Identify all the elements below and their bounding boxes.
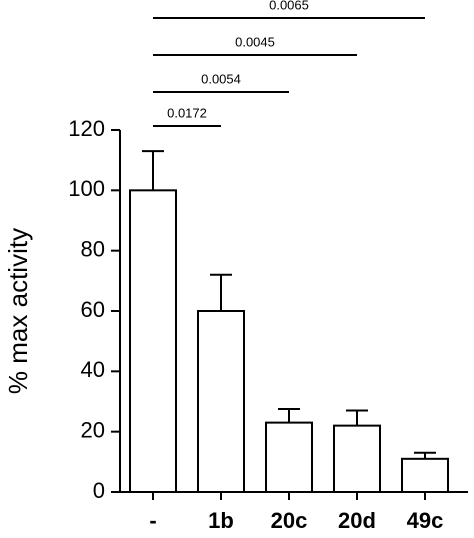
y-tick-label: 120: [68, 116, 105, 141]
bar: [129, 189, 177, 493]
p-value-label: 0.0172: [167, 105, 207, 120]
bar: [197, 310, 245, 493]
p-value-label: 0.0065: [269, 0, 309, 12]
x-tick-label: -: [149, 508, 156, 533]
y-tick-label: 40: [81, 357, 105, 382]
x-tick-label: 20d: [338, 508, 376, 533]
bar: [401, 457, 449, 494]
y-tick-label: 100: [68, 176, 105, 201]
p-value-label: 0.0045: [235, 34, 275, 49]
bar: [265, 421, 313, 493]
p-value-label: 0.0054: [201, 71, 241, 86]
y-axis-label: % max activity: [3, 228, 33, 394]
y-tick-label: 80: [81, 236, 105, 261]
x-tick-label: 1b: [208, 508, 234, 533]
x-tick-label: 20c: [271, 508, 308, 533]
bar: [333, 424, 381, 493]
y-tick-label: 20: [81, 417, 105, 442]
y-tick-label: 60: [81, 297, 105, 322]
x-tick-label: 49c: [407, 508, 444, 533]
y-tick-label: 0: [93, 478, 105, 503]
